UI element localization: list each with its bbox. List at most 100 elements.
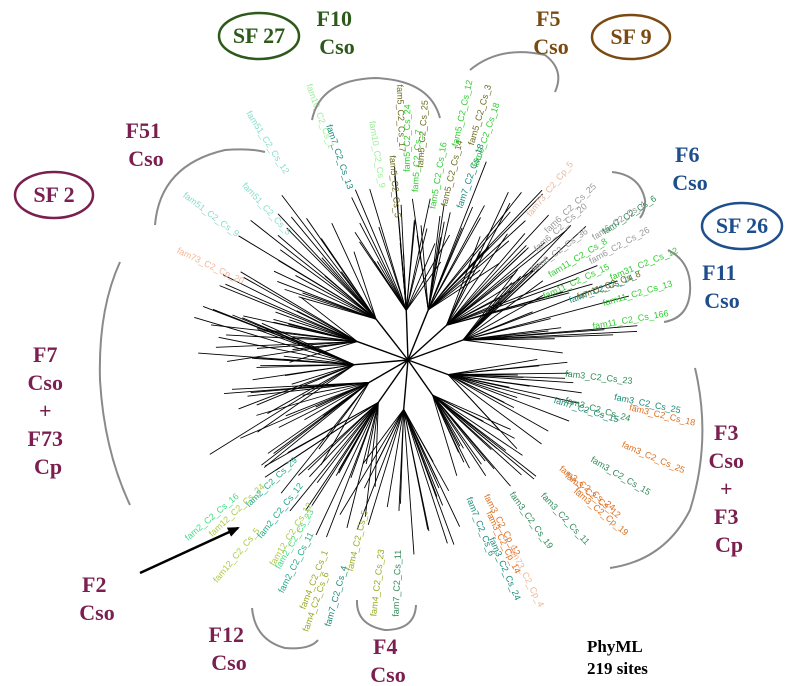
bracket-f5 [469, 51, 560, 93]
terminal-branch [364, 402, 379, 517]
bracket-f10 [311, 76, 441, 121]
terminal-branch [202, 306, 355, 366]
terminal-branch [432, 394, 522, 476]
terminal-branch [369, 188, 407, 311]
terminal-branch [448, 374, 500, 390]
terminal-branch [359, 222, 407, 311]
terminal-branch [446, 265, 598, 326]
terminal-branch [446, 270, 534, 326]
terminal-branch [432, 394, 458, 476]
terminal-branch [273, 382, 370, 454]
leaf-label: fam7_C2_Cs_6 [600, 193, 658, 236]
sites-label: 219 sites [587, 659, 648, 678]
terminal-branch [447, 374, 499, 430]
terminal-branch [411, 198, 429, 310]
terminal-branch [287, 401, 379, 453]
terminal-branch [403, 409, 444, 506]
terminal-branch [462, 334, 614, 341]
terminal-branch [318, 382, 370, 450]
terminal-branch [243, 277, 358, 342]
terminal-branch [446, 297, 501, 326]
sf2-label: SF 2 [33, 182, 74, 207]
terminal-branch [427, 221, 445, 311]
terminal-branch [432, 394, 465, 463]
internal-branch [407, 324, 447, 361]
terminal-branch [462, 280, 618, 341]
terminal-branch [302, 292, 377, 320]
leaf-label: fam5_C2_Cs_24 [402, 104, 413, 172]
group-f51-label: F51 Cso [126, 118, 167, 171]
terminal-branch [432, 394, 507, 451]
terminal-branch [367, 409, 405, 525]
terminal-branch [446, 247, 529, 326]
internal-branch [407, 339, 464, 361]
terminal-branch [462, 325, 638, 341]
sf26-label: SF 26 [716, 213, 768, 238]
terminal-branch [315, 402, 379, 536]
leaf-label: fam10_C2_Cs_9 [367, 120, 387, 188]
terminal-branch [405, 234, 451, 311]
internal-branch [407, 359, 449, 376]
tree-branches [194, 161, 638, 555]
terminal-branch [432, 394, 464, 449]
terminal-branch [353, 251, 377, 320]
internal-branch [357, 340, 409, 361]
terminal-branch [448, 365, 540, 376]
terminal-branch [378, 226, 407, 311]
terminal-branch [260, 364, 355, 367]
group-f11-label: F11 Cso [702, 260, 742, 313]
terminal-branch [350, 402, 379, 478]
terminal-branch [320, 382, 370, 466]
leaf-label: fam5_C2_Cs_7 [410, 129, 423, 192]
terminal-branch [448, 374, 570, 422]
terminal-branch [405, 198, 431, 311]
terminal-branch [405, 221, 416, 311]
bracket-f6 [611, 171, 647, 219]
terminal-branch [398, 409, 405, 511]
leaf-label: fam5_C2_Cs_5 [387, 155, 402, 218]
internal-branch [407, 359, 434, 396]
terminal-branch [256, 364, 355, 406]
terminal-branch [291, 364, 355, 385]
terminal-branch [446, 292, 570, 326]
terminal-branch [250, 219, 377, 320]
leaf-label: fam4_C2_Cs_5 [345, 509, 370, 572]
terminal-branch [432, 394, 495, 470]
terminal-branch [219, 285, 358, 342]
internal-branch [375, 318, 409, 361]
internal-branch [402, 359, 409, 410]
group-f12-label: F12 Cso [209, 622, 250, 675]
terminal-branch [448, 374, 566, 379]
internal-branch [368, 359, 409, 384]
terminal-branch [303, 382, 370, 388]
terminal-branch [275, 311, 358, 342]
terminal-branch [194, 316, 355, 366]
terminal-branch [304, 382, 370, 421]
terminal-branch [403, 409, 440, 489]
terminal-branch [462, 268, 540, 341]
terminal-branch [446, 278, 578, 326]
bracket-f11 [663, 249, 692, 323]
leaf-label: fam51_C2_Cs_5 [240, 180, 293, 236]
terminal-branch [432, 394, 523, 456]
terminal-branch [405, 261, 442, 311]
terminal-branch [446, 245, 527, 326]
terminal-branch [209, 364, 355, 455]
terminal-branch [307, 402, 379, 471]
terminal-branch [306, 218, 377, 320]
clade-brackets [98, 51, 704, 650]
terminal-branch [448, 374, 580, 404]
terminal-branch [462, 269, 519, 341]
terminal-branch [273, 270, 377, 320]
leaf-label: fam3_C2_Cs_25 [620, 439, 686, 475]
arrow-icon [139, 526, 240, 575]
terminal-branch [267, 382, 370, 454]
terminal-branch [447, 374, 542, 445]
terminal-branch [403, 409, 429, 530]
terminal-branch [446, 214, 549, 326]
terminal-branch [283, 355, 355, 366]
leaf-label: fam5_C2_Cs_25 [415, 100, 430, 168]
bracket-f7 [98, 261, 131, 506]
